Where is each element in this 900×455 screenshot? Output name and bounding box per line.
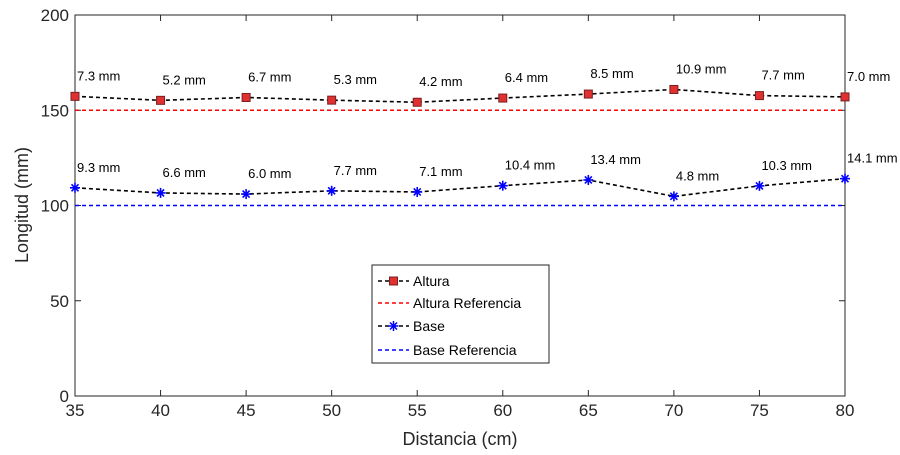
data-label-base: 6.6 mm	[163, 165, 206, 180]
legend-label-altura-referencia: Altura Referencia	[413, 295, 521, 311]
x-tick-label: 75	[750, 401, 769, 420]
data-point-altura	[412, 97, 422, 107]
data-label-base: 4.8 mm	[676, 168, 719, 183]
data-point-altura	[156, 95, 166, 105]
data-label-base: 7.1 mm	[419, 164, 462, 179]
legend: Altura Altura Referencia Base Base Refer…	[371, 264, 550, 364]
data-point-base	[326, 185, 337, 196]
data-point-altura	[241, 92, 251, 102]
y-tick-label: 150	[41, 101, 69, 120]
series-altura	[70, 84, 850, 107]
data-label-base: 13.4 mm	[590, 152, 641, 167]
data-label-altura: 7.7 mm	[761, 68, 804, 83]
data-label-altura: 5.3 mm	[334, 72, 377, 87]
data-label-base: 6.0 mm	[248, 166, 291, 181]
data-point-base	[70, 182, 80, 193]
data-point-altura	[754, 91, 764, 101]
x-tick-label: 35	[66, 401, 85, 420]
data-point-altura	[840, 92, 850, 102]
x-tick-label: 50	[322, 401, 341, 420]
data-point-base	[497, 180, 508, 191]
legend-item-altura-referencia: Altura Referencia	[378, 295, 521, 311]
data-point-base	[754, 180, 765, 191]
y-tick-label: 0	[60, 387, 69, 406]
data-point-altura	[669, 84, 679, 94]
data-point-altura	[498, 93, 508, 103]
data-point-base	[412, 186, 423, 197]
x-axis-title: Distancia (cm)	[402, 429, 517, 449]
y-axis: 0 50 100 150 200	[41, 6, 845, 406]
y-tick-label: 200	[41, 6, 69, 25]
data-label-altura: 6.4 mm	[505, 70, 548, 85]
legend-label-altura: Altura	[413, 273, 450, 289]
legend-label-base-referencia: Base Referencia	[413, 342, 517, 358]
y-tick-label: 50	[50, 292, 69, 311]
data-label-altura: 7.3 mm	[77, 68, 120, 83]
legend-marker-altura	[389, 276, 398, 286]
legend-label-base: Base	[413, 318, 445, 334]
data-point-base	[668, 191, 679, 202]
x-tick-label: 65	[579, 401, 598, 420]
x-tick-label: 55	[408, 401, 427, 420]
data-label-altura: 4.2 mm	[419, 74, 462, 89]
data-point-base	[583, 174, 594, 185]
data-label-base: 14.1 mm	[847, 151, 898, 166]
series-base	[70, 173, 850, 202]
data-point-altura	[327, 95, 337, 105]
legend-item-altura: Altura	[378, 273, 450, 289]
x-tick-label: 45	[237, 401, 256, 420]
data-label-base: 10.4 mm	[505, 158, 556, 173]
x-tick-label: 40	[151, 401, 170, 420]
data-point-base	[241, 189, 252, 200]
x-axis: 35 40 45 50 55 60 65 70 75 80	[66, 15, 855, 420]
legend-item-base-referencia: Base Referencia	[378, 342, 517, 358]
data-labels: 7.3 mm 5.2 mm 6.7 mm 5.3 mm 4.2 mm 6.4 mm 8.5 …	[77, 61, 898, 183]
x-tick-label: 80	[836, 401, 855, 420]
data-point-base	[155, 187, 166, 198]
series-line-altura	[74, 88, 846, 104]
series-line-base	[74, 177, 846, 198]
data-label-base: 9.3 mm	[77, 160, 120, 175]
data-label-altura: 8.5 mm	[590, 66, 633, 81]
data-label-altura: 5.2 mm	[163, 72, 206, 87]
data-point-base	[840, 173, 850, 184]
data-label-altura: 10.9 mm	[676, 61, 727, 76]
data-label-altura: 7.0 mm	[847, 69, 890, 84]
data-label-base: 10.3 mm	[761, 158, 812, 173]
y-axis-title: Longitud (mm)	[12, 147, 32, 263]
data-point-altura	[70, 91, 80, 101]
data-point-altura	[583, 89, 593, 99]
x-tick-label: 70	[664, 401, 683, 420]
x-tick-label: 60	[493, 401, 512, 420]
data-label-altura: 6.7 mm	[248, 69, 291, 84]
legend-marker-base	[388, 321, 399, 331]
legend-item-base: Base	[378, 318, 445, 334]
series-layer	[70, 84, 850, 207]
data-label-base: 7.7 mm	[334, 163, 377, 178]
y-tick-label: 100	[41, 197, 69, 216]
